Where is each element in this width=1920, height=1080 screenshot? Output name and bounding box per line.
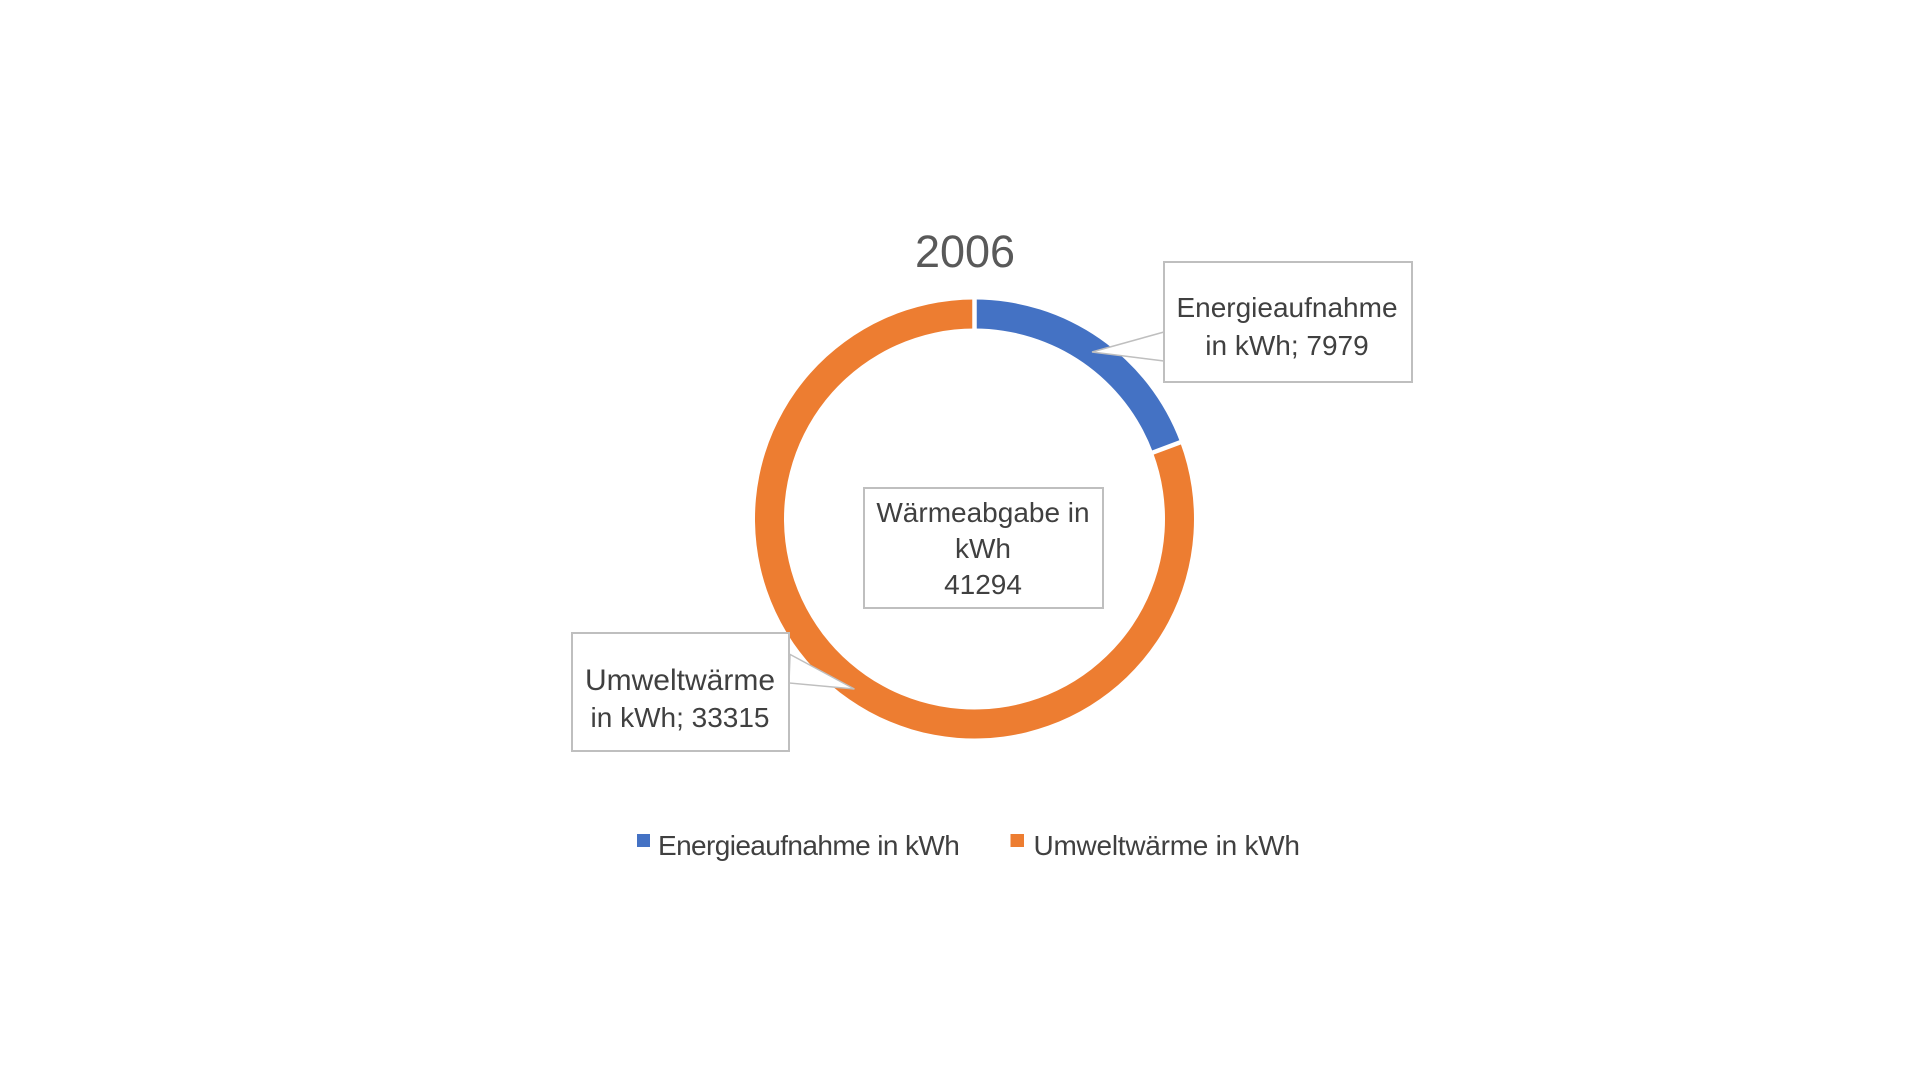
svg-text:in kWh; 33315: in kWh; 33315 (591, 702, 770, 733)
svg-text:41294: 41294 (944, 569, 1022, 600)
svg-text:Energieaufnahme in kWh: Energieaufnahme in kWh (658, 830, 959, 861)
svg-text:in kWh; 7979: in kWh; 7979 (1205, 330, 1368, 361)
svg-text:kWh: kWh (955, 533, 1011, 564)
svg-text:Energieaufnahme: Energieaufnahme (1176, 292, 1397, 323)
svg-text:Wärmeabgabe in: Wärmeabgabe in (876, 497, 1089, 528)
svg-text:Umweltwärme: Umweltwärme (585, 664, 775, 697)
svg-text:2006: 2006 (915, 226, 1015, 277)
svg-text:Umweltwärme in kWh: Umweltwärme in kWh (1034, 830, 1300, 861)
